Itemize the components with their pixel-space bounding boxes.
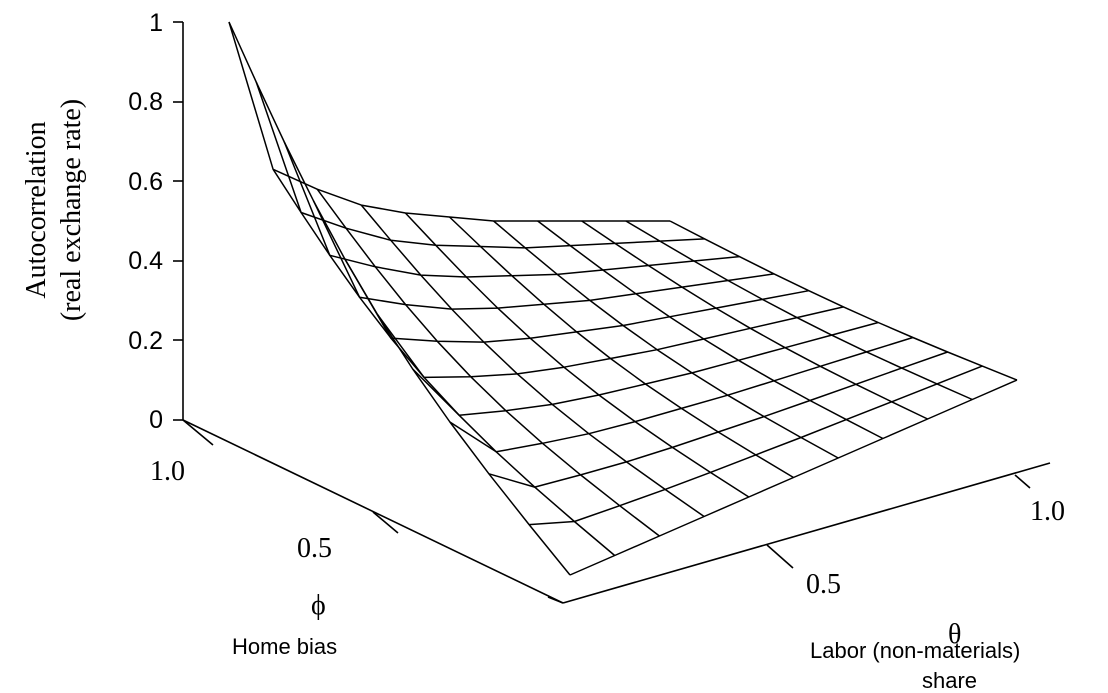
surface-mesh xyxy=(228,21,1018,576)
mesh-phi-line-1 xyxy=(255,81,705,249)
theta-axis-line xyxy=(562,462,1051,604)
mesh-theta-line-8 xyxy=(581,220,928,420)
z-tick-label-0.2: 0.2 xyxy=(128,327,163,355)
mesh-theta-line-1 xyxy=(272,168,616,557)
phi-tick-mark-0 xyxy=(547,596,564,604)
z-tick-label-0.6: 0.6 xyxy=(128,168,163,196)
phi-axis-line xyxy=(182,419,564,604)
mesh-theta-line-4 xyxy=(404,212,750,498)
z-axis-label-line2: (real exchange rate) xyxy=(56,99,87,321)
phi-axis-label: Home bias xyxy=(232,634,337,659)
theta-tick-mark-0.5 xyxy=(766,544,794,569)
mesh-phi-line-10 xyxy=(569,379,1018,576)
mesh-phi-line-7 xyxy=(449,336,914,453)
labels: 0 0.2 0.4 0.6 0.8 1 Autocorrelation (rea… xyxy=(21,9,1065,693)
mesh-phi-line-5 xyxy=(376,306,844,379)
phi-symbol: ϕ xyxy=(311,590,326,621)
z-tick-label-1: 1 xyxy=(149,9,163,37)
mesh-phi-line-6 xyxy=(412,321,879,417)
mesh-phi-line-3 xyxy=(312,200,775,310)
z-tick-label-0.8: 0.8 xyxy=(128,88,163,116)
mesh-phi-line-8 xyxy=(488,351,948,488)
theta-symbol: θ xyxy=(948,619,961,650)
theta-tick-label-0.5: 0.5 xyxy=(806,569,841,600)
mesh-theta-line-2 xyxy=(316,188,660,537)
theta-tick-mark-1.0 xyxy=(1014,474,1031,489)
z-tick-label-0: 0 xyxy=(149,406,163,434)
mesh-theta-line-6 xyxy=(493,220,839,459)
mesh-phi-line-4 xyxy=(343,258,809,343)
phi-tick-mark-0.5 xyxy=(372,511,399,534)
axes xyxy=(173,21,1051,604)
mesh-theta-line-10 xyxy=(669,220,1018,381)
mesh-phi-line-2 xyxy=(283,141,740,278)
z-axis-label-line1: Autocorrelation xyxy=(21,121,52,298)
phi-tick-mark-1.0 xyxy=(182,419,214,446)
z-tick-label-0.4: 0.4 xyxy=(128,247,163,275)
mesh-theta-line-5 xyxy=(448,216,794,479)
theta-axis-label-line2: share xyxy=(922,668,977,693)
mesh-phi-line-9 xyxy=(529,365,983,526)
theta-axis-label-line1: Labor (non-materials) xyxy=(810,638,1020,663)
mesh-phi-line-0 xyxy=(228,21,670,222)
phi-tick-label-1.0: 1.0 xyxy=(150,456,185,487)
phi-tick-label-0.5: 0.5 xyxy=(297,533,332,564)
mesh-theta-line-0 xyxy=(228,21,571,576)
theta-tick-label-1.0: 1.0 xyxy=(1030,496,1065,527)
